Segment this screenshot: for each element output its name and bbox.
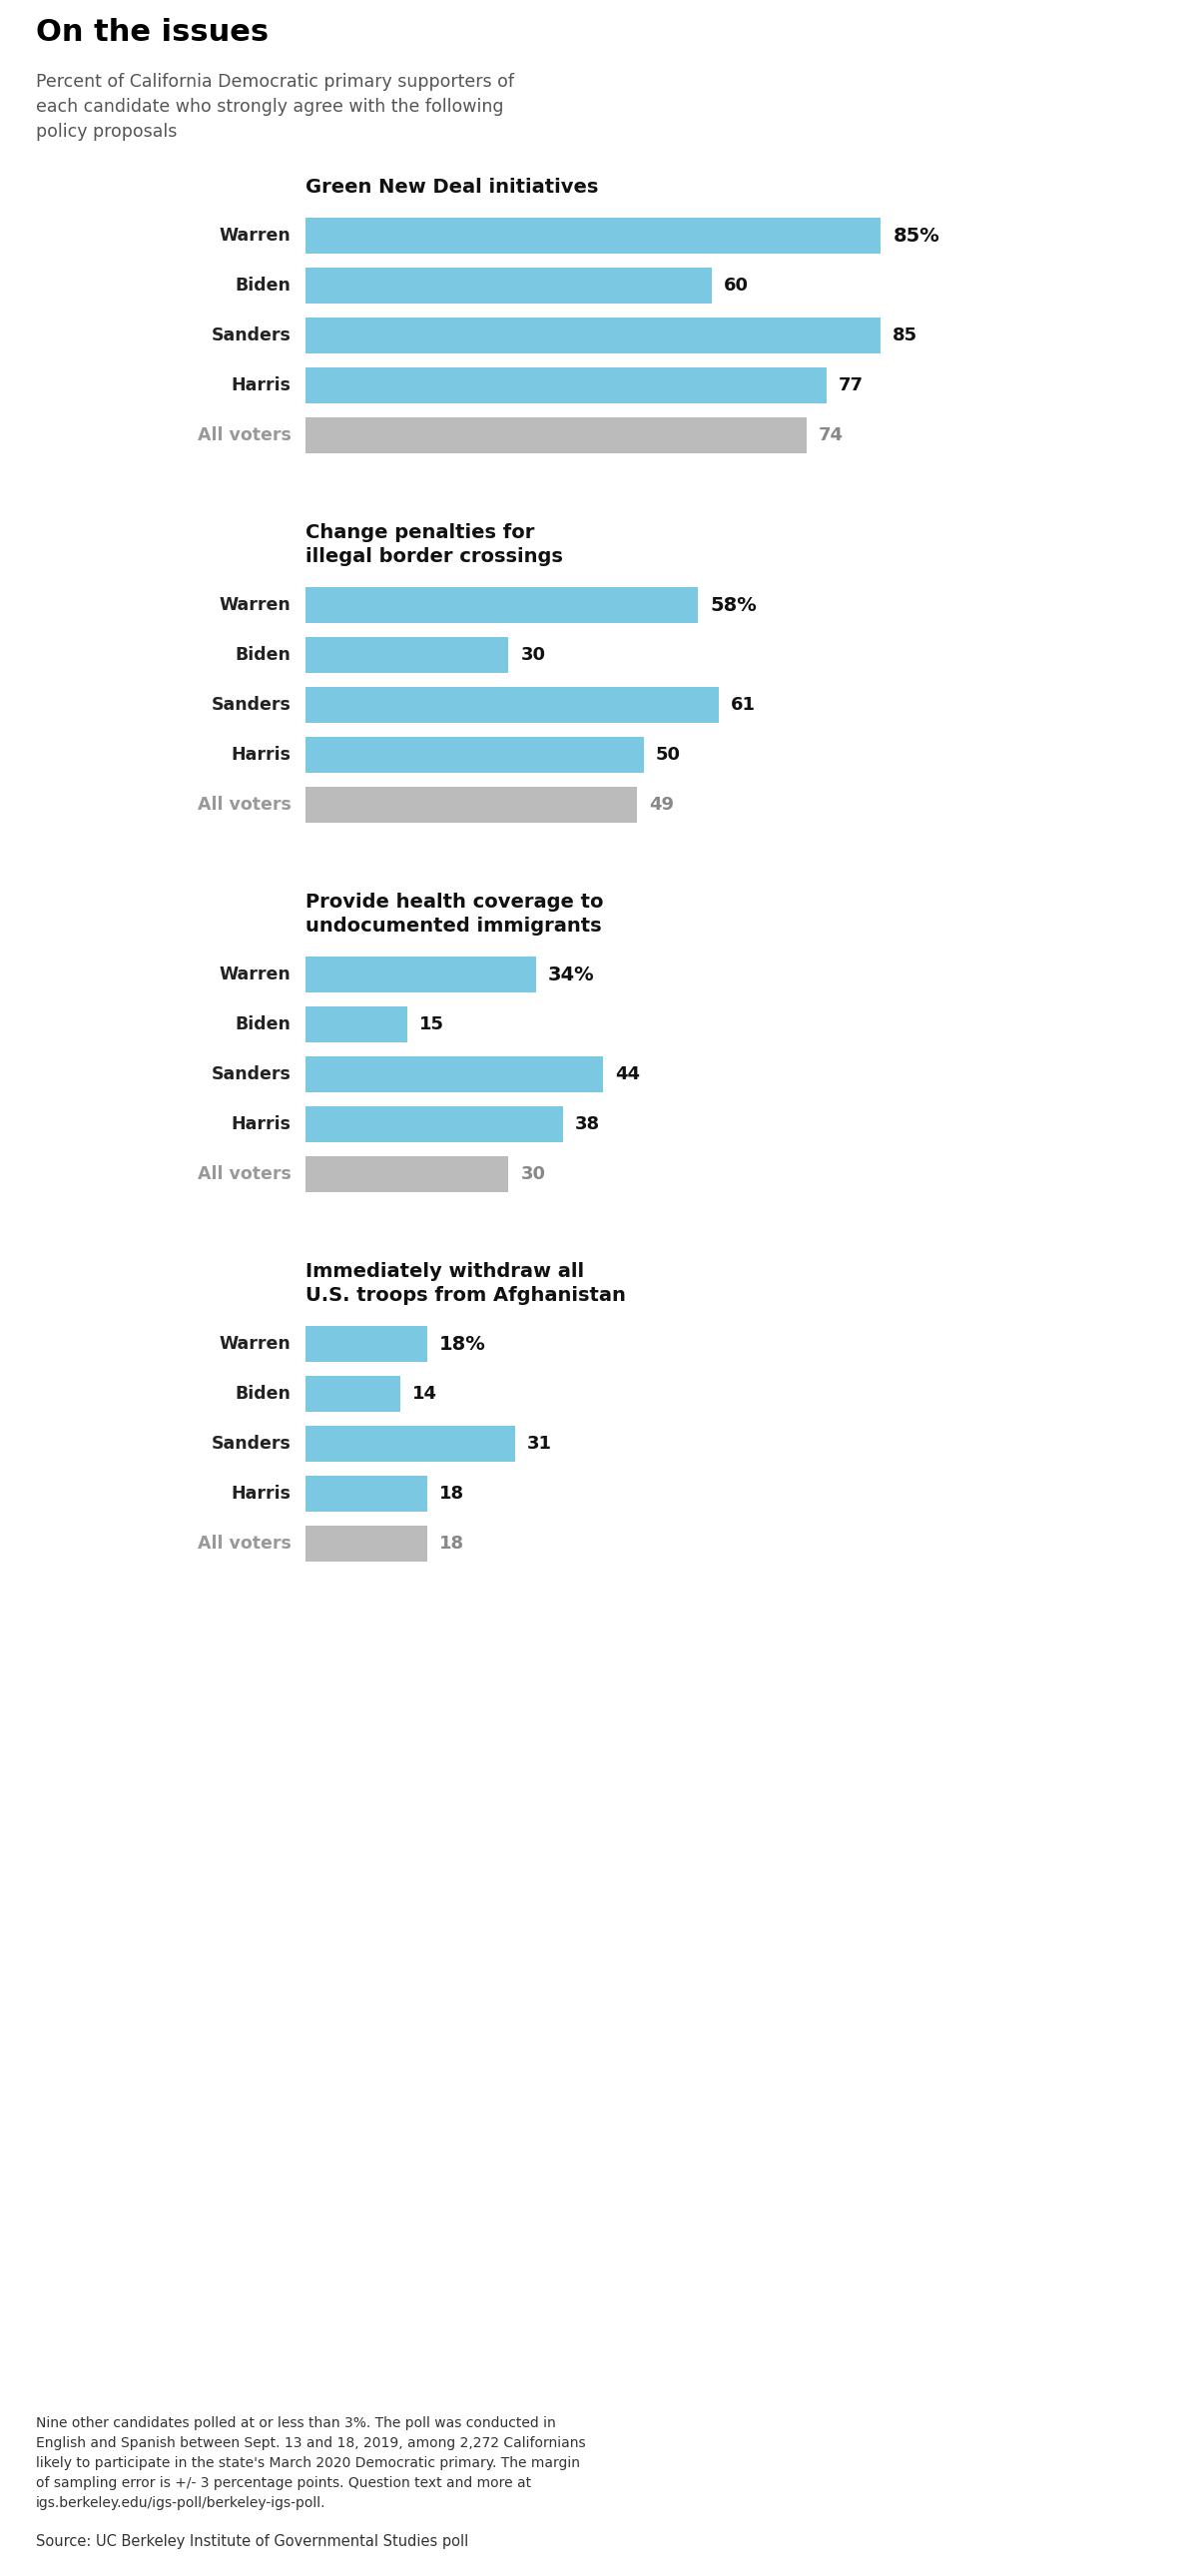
Text: Biden: Biden — [235, 647, 291, 665]
Text: Nine other candidates polled at or less than 3%. The poll was conducted in
Engli: Nine other candidates polled at or less … — [36, 2416, 586, 2509]
Text: Immediately withdraw all
U.S. troops from Afghanistan: Immediately withdraw all U.S. troops fro… — [305, 1262, 625, 1306]
Bar — [305, 688, 719, 724]
Text: 30: 30 — [520, 647, 545, 665]
Text: 77: 77 — [839, 376, 864, 394]
Text: Sanders: Sanders — [211, 696, 291, 714]
Text: Biden: Biden — [235, 276, 291, 294]
Text: Warren: Warren — [219, 227, 291, 245]
Text: 38: 38 — [575, 1115, 600, 1133]
Text: All voters: All voters — [198, 1164, 291, 1182]
Text: Harris: Harris — [231, 376, 291, 394]
Text: All voters: All voters — [198, 1535, 291, 1553]
Text: Provide health coverage to
undocumented immigrants: Provide health coverage to undocumented … — [305, 894, 604, 935]
Text: 31: 31 — [527, 1435, 552, 1453]
Text: 49: 49 — [649, 796, 674, 814]
Bar — [305, 587, 698, 623]
Bar — [305, 417, 806, 453]
Bar — [305, 1376, 400, 1412]
Text: 30: 30 — [520, 1164, 545, 1182]
Bar — [305, 368, 827, 404]
Text: Green New Deal initiatives: Green New Deal initiatives — [305, 178, 598, 196]
Bar — [305, 317, 881, 353]
Bar — [305, 956, 536, 992]
Text: 58%: 58% — [710, 595, 757, 616]
Text: 18: 18 — [440, 1484, 465, 1502]
Text: Biden: Biden — [235, 1386, 291, 1404]
Text: 50: 50 — [657, 747, 680, 765]
Text: Harris: Harris — [231, 1484, 291, 1502]
Text: On the issues: On the issues — [36, 18, 268, 46]
Bar — [305, 1056, 604, 1092]
Text: 34%: 34% — [547, 966, 594, 984]
Text: 74: 74 — [818, 428, 843, 443]
Text: 18%: 18% — [440, 1334, 486, 1352]
Text: Sanders: Sanders — [211, 1066, 291, 1084]
Text: All voters: All voters — [198, 428, 291, 443]
Text: 85: 85 — [893, 327, 918, 345]
Bar — [305, 786, 637, 822]
Text: 60: 60 — [724, 276, 749, 294]
Text: 18: 18 — [440, 1535, 465, 1553]
Bar — [305, 636, 508, 672]
Bar — [305, 268, 712, 304]
Bar — [305, 1327, 428, 1363]
Text: 44: 44 — [616, 1066, 640, 1084]
Text: Percent of California Democratic primary supporters of
each candidate who strong: Percent of California Democratic primary… — [36, 72, 514, 142]
Text: 85%: 85% — [893, 227, 939, 245]
Bar — [305, 1105, 563, 1141]
Text: Sanders: Sanders — [211, 327, 291, 345]
Text: Harris: Harris — [231, 747, 291, 765]
Bar — [305, 737, 645, 773]
Text: All voters: All voters — [198, 796, 291, 814]
Bar — [305, 1476, 428, 1512]
Bar — [305, 1157, 508, 1193]
Text: 14: 14 — [412, 1386, 437, 1404]
Text: 15: 15 — [419, 1015, 444, 1033]
Text: Harris: Harris — [231, 1115, 291, 1133]
Text: 61: 61 — [731, 696, 755, 714]
Bar — [305, 1525, 428, 1561]
Text: Source: UC Berkeley Institute of Governmental Studies poll: Source: UC Berkeley Institute of Governm… — [36, 2535, 468, 2550]
Text: Change penalties for
illegal border crossings: Change penalties for illegal border cros… — [305, 523, 563, 567]
Bar — [305, 1007, 407, 1043]
Text: Sanders: Sanders — [211, 1435, 291, 1453]
Bar — [305, 216, 881, 252]
Text: Warren: Warren — [219, 595, 291, 613]
Text: Warren: Warren — [219, 1334, 291, 1352]
Text: Warren: Warren — [219, 966, 291, 984]
Text: Biden: Biden — [235, 1015, 291, 1033]
Bar — [305, 1425, 515, 1461]
